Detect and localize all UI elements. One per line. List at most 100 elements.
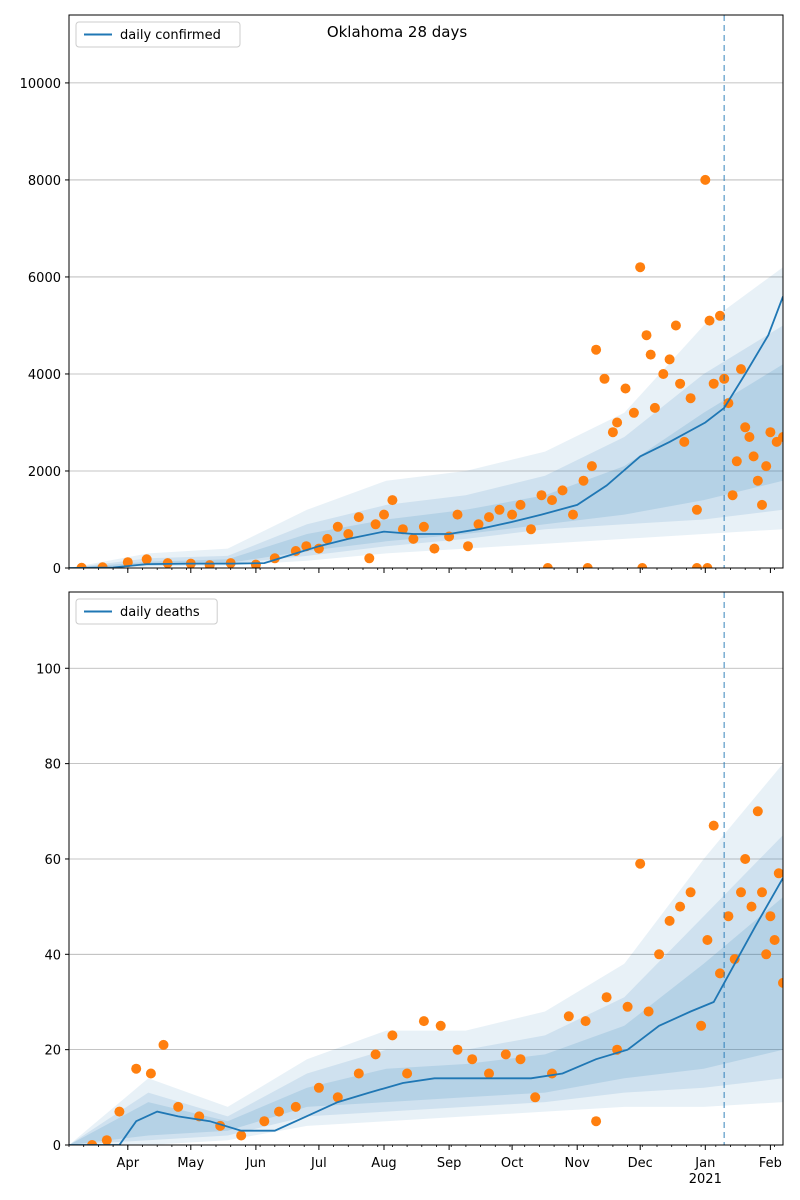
uncertainty-band [69, 835, 783, 1145]
observation-point [547, 1068, 557, 1079]
observation-point [536, 490, 547, 501]
observation-point [580, 1016, 591, 1027]
observation-point [563, 1011, 574, 1022]
y-tick-label: 40 [44, 948, 61, 963]
observation-point [484, 512, 494, 523]
observation-point [679, 436, 690, 447]
x-tick-label: Feb [759, 1156, 782, 1171]
observation-point [702, 935, 713, 945]
observation-point [765, 911, 776, 922]
observation-point [387, 1030, 398, 1041]
observation-point [101, 1135, 112, 1145]
y-tick-label: 0 [53, 562, 61, 577]
x-year-label: 2021 [689, 1172, 722, 1187]
y-tick-label: 60 [44, 853, 61, 868]
observation-point [664, 915, 675, 926]
observation-point [557, 485, 568, 496]
observation-point [778, 432, 783, 442]
uncertainty-band [69, 325, 783, 568]
x-tick-label: Aug [371, 1156, 396, 1171]
observation-point [691, 504, 702, 515]
legend: daily deaths [75, 598, 218, 625]
observation-point [704, 315, 715, 326]
legend-box [75, 598, 218, 625]
observation-point [700, 174, 711, 185]
observation-point [708, 378, 719, 389]
observation-point [761, 949, 772, 960]
observation-point [322, 533, 333, 544]
observation-point [515, 499, 526, 510]
model-line [69, 877, 783, 1145]
observation-point [578, 475, 589, 486]
observation-point [387, 495, 398, 506]
observation-point [568, 509, 578, 520]
observation-point [379, 509, 389, 520]
observation-point [353, 1068, 364, 1079]
y-tick-label: 100 [36, 662, 61, 677]
observation-point [685, 393, 696, 404]
observation-point [274, 1106, 284, 1117]
observation-point [87, 1140, 98, 1145]
y-tick-label: 20 [44, 1044, 61, 1059]
observation-point [313, 1082, 324, 1093]
panel-daily-confirmed: 0 2000 4000 6000 8000 10000 daily confirmed [20, 14, 784, 577]
legend-label: daily deaths [120, 605, 200, 620]
observation-point [601, 992, 612, 1003]
observation-point [658, 369, 669, 379]
observation-point [765, 427, 776, 438]
legend-box [75, 21, 241, 48]
observation-point [500, 1049, 511, 1060]
legend-label: daily confirmed [120, 28, 221, 43]
observation-point [467, 1054, 478, 1065]
y-tick-label: 6000 [28, 271, 61, 286]
observation-point [526, 524, 536, 535]
observation-point [752, 475, 763, 486]
observation-point [586, 461, 597, 472]
observation-point [429, 543, 440, 554]
y-tick-label: 10000 [20, 77, 61, 92]
observation-point [752, 806, 763, 817]
observation-point [670, 320, 681, 331]
observation-point [736, 887, 746, 898]
y-tick-label: 2000 [28, 465, 61, 480]
observation-point [370, 1049, 381, 1060]
observation-point [612, 417, 623, 428]
observation-point [715, 310, 725, 321]
observation-point [114, 1106, 125, 1117]
observation-point [370, 519, 381, 530]
observation-point [530, 1092, 541, 1103]
y-tick-label: 80 [44, 758, 61, 773]
observation-point [757, 887, 767, 898]
observation-point [744, 432, 755, 442]
observation-point [418, 1016, 429, 1027]
observation-point [715, 968, 725, 979]
observation-point [645, 349, 656, 360]
panel-daily-deaths: 0 20 40 60 80 100 Apr May Jun Jul Aug Sep Oct Nov Dec J… [36, 591, 784, 1187]
observation-point [685, 887, 696, 898]
y-tick-label: 4000 [28, 368, 61, 383]
observation-point [637, 563, 648, 568]
observation-point [620, 383, 631, 394]
observation-point [515, 1054, 526, 1065]
observation-point [435, 1020, 446, 1031]
observation-point [364, 553, 375, 564]
observation-point [740, 854, 751, 864]
x-tick-label: Jul [310, 1156, 327, 1171]
observation-point [452, 1044, 463, 1055]
observation-point [353, 512, 364, 523]
observation-point [97, 562, 108, 568]
observation-point [236, 1130, 247, 1141]
observation-point [702, 563, 713, 568]
observation-point [691, 563, 702, 568]
observation-point [748, 451, 759, 462]
observation-point [643, 1006, 654, 1017]
observation-point [122, 557, 133, 568]
observation-point [452, 509, 463, 520]
figure-title: Oklahoma 28 days [327, 23, 468, 41]
observation-point [463, 541, 473, 552]
observation-point [145, 1068, 156, 1079]
observation-point [664, 354, 675, 365]
observation-point [757, 499, 767, 510]
observation-point [591, 1116, 602, 1127]
